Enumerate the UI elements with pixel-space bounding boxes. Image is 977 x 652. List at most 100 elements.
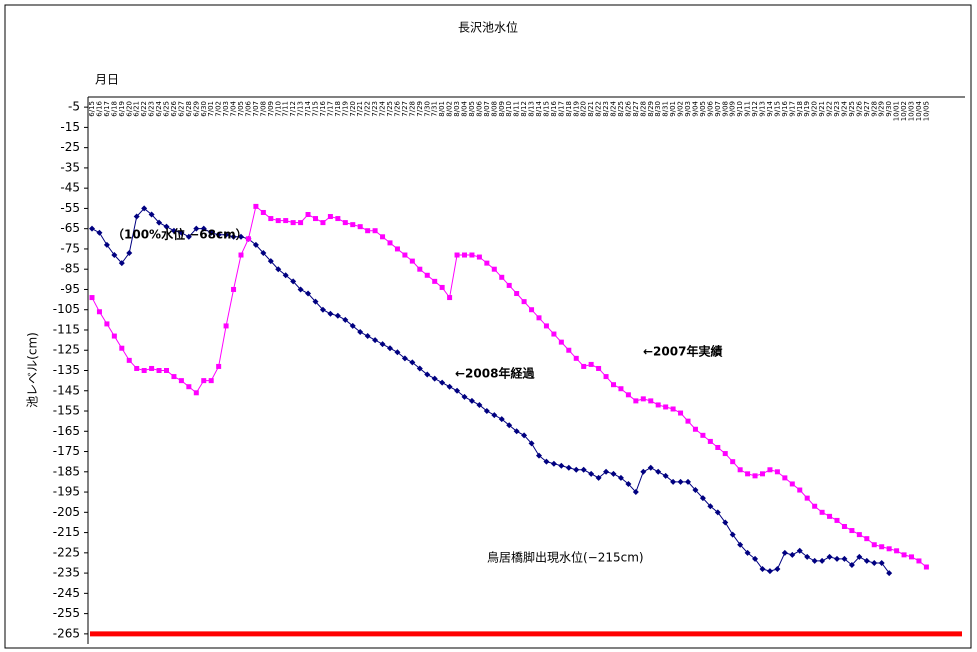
marker: [446, 383, 453, 390]
x-tick-label: 7/22: [364, 101, 372, 117]
marker: [193, 225, 200, 232]
marker: [596, 365, 602, 371]
marker: [365, 228, 371, 234]
marker: [916, 558, 922, 564]
x-tick-label: 8/31: [662, 101, 670, 117]
x-tick-label: 8/08: [490, 101, 498, 117]
marker: [834, 555, 840, 562]
marker: [528, 440, 535, 447]
marker: [819, 509, 825, 515]
marker: [439, 379, 446, 386]
marker: [513, 428, 520, 435]
marker: [774, 566, 781, 573]
marker: [484, 260, 490, 266]
marker: [737, 541, 744, 548]
x-tick-label: 7/26: [393, 100, 401, 116]
x-tick-label: 7/15: [312, 101, 320, 117]
x-tick-label: 7/29: [416, 101, 424, 117]
marker: [603, 374, 609, 380]
marker: [342, 220, 348, 226]
marker: [319, 306, 326, 313]
x-tick-label: 7/19: [341, 101, 349, 117]
marker: [909, 554, 914, 560]
marker: [558, 339, 564, 345]
x-tick-label: 6/22: [140, 101, 148, 117]
marker: [164, 368, 169, 373]
x-tick-label: 7/11: [282, 101, 290, 117]
marker: [647, 464, 654, 471]
marker: [372, 228, 378, 234]
x-tick-label: 7/13: [297, 101, 305, 117]
marker: [387, 345, 393, 352]
marker: [260, 209, 266, 215]
marker: [923, 564, 929, 570]
marker: [200, 225, 207, 232]
marker: [514, 291, 520, 297]
marker: [171, 374, 177, 380]
marker: [275, 266, 282, 273]
x-tick-label: 7/21: [356, 101, 364, 117]
x-tick-label: 9/01: [669, 101, 677, 117]
x-tick-label: 8/30: [654, 101, 662, 117]
marker: [134, 365, 140, 371]
marker: [394, 246, 400, 252]
marker: [767, 467, 773, 473]
marker: [618, 386, 624, 392]
x-tick-label: 8/01: [438, 101, 446, 117]
marker: [819, 557, 826, 564]
y-tick-label: -155: [53, 404, 80, 418]
marker: [163, 223, 170, 230]
marker: [491, 266, 497, 272]
marker: [595, 474, 602, 481]
marker: [238, 252, 244, 258]
x-tick-label: 6/17: [103, 101, 111, 117]
x-tick-label: 8/13: [528, 101, 536, 117]
marker: [841, 555, 848, 562]
marker: [491, 412, 498, 419]
marker: [498, 416, 505, 423]
marker: [566, 347, 572, 353]
x-tick-label: 6/23: [148, 101, 156, 117]
marker: [745, 471, 751, 477]
marker: [208, 229, 215, 236]
x-tick-label: 7/03: [222, 101, 230, 117]
annotation: ←2007年実績: [643, 344, 722, 359]
marker: [305, 290, 312, 297]
y-tick-label: -25: [60, 140, 80, 154]
marker: [678, 410, 684, 416]
x-tick-label: 9/28: [870, 101, 878, 117]
marker: [283, 218, 289, 224]
marker: [834, 517, 840, 523]
marker: [216, 363, 222, 369]
marker: [201, 378, 207, 384]
x-tick-label: 7/20: [349, 101, 357, 117]
marker: [752, 555, 759, 562]
marker: [550, 460, 557, 467]
x-tick-label: 9/15: [773, 101, 781, 117]
x-tick-label: 10/02: [900, 101, 908, 121]
x-tick-label: 7/24: [379, 100, 387, 116]
x-tick-label: 7/10: [274, 101, 282, 117]
y-tick-label: -185: [53, 464, 80, 478]
marker: [677, 478, 684, 485]
x-tick-label: 7/14: [304, 100, 312, 116]
marker: [327, 310, 334, 317]
x-tick-label: 8/05: [468, 101, 476, 117]
marker: [372, 337, 379, 344]
marker: [886, 570, 893, 577]
marker: [536, 452, 542, 459]
x-tick-label: 9/12: [751, 101, 759, 117]
marker: [856, 553, 863, 560]
marker: [782, 475, 788, 481]
chart-border: [4, 4, 972, 649]
marker: [774, 469, 780, 475]
marker: [685, 418, 691, 424]
y-tick-label: -35: [60, 160, 80, 174]
y-tick-label: -215: [53, 525, 80, 539]
marker: [529, 307, 535, 313]
marker: [737, 467, 743, 473]
x-tick-label: 7/12: [289, 101, 297, 117]
marker: [655, 468, 662, 475]
x-tick-label: 9/04: [691, 100, 699, 116]
marker: [305, 212, 311, 218]
